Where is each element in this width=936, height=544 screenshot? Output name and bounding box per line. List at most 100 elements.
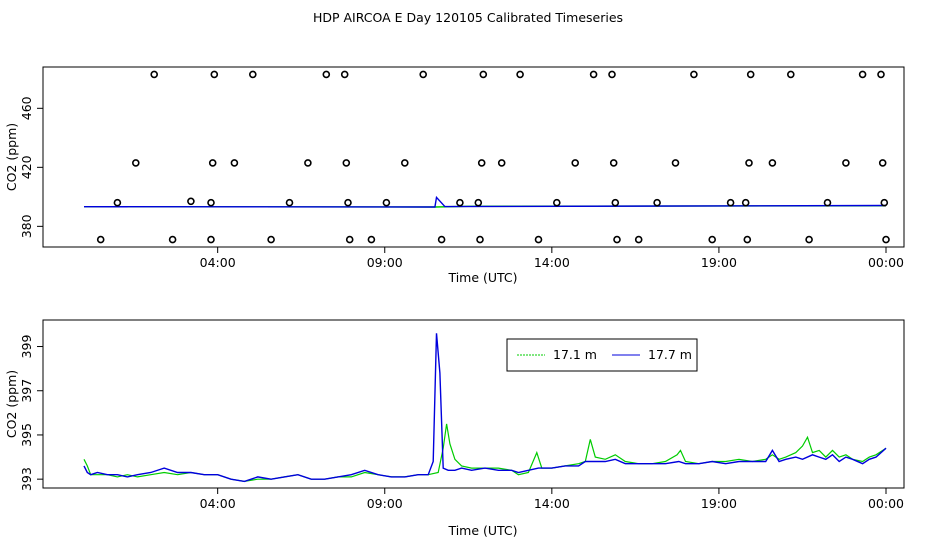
calibration-point-2 — [132, 159, 140, 167]
timeseries-x-tick-label-0: 04:00 — [200, 496, 236, 511]
calibration-point-21 — [382, 198, 391, 207]
calibration-point-8 — [208, 159, 217, 167]
calibration-point-6 — [207, 198, 215, 207]
calibration-y-axis-label: CO2 (ppm) — [4, 123, 19, 191]
calibration-point-3 — [150, 70, 158, 79]
calibration-y-axis: 380 420 460 — [19, 96, 43, 238]
calibration-plot-frame — [42, 66, 905, 248]
calibration-point-57 — [878, 159, 887, 167]
calibration-point-44 — [708, 235, 717, 244]
calibration-point-22 — [400, 159, 409, 167]
calibration-x-tick-label-4: 00:00 — [868, 255, 904, 270]
calibration-point-37 — [609, 159, 618, 167]
calibration-point-47 — [743, 235, 752, 244]
calibration-point-31 — [516, 70, 524, 79]
calibration-series-lines — [83, 195, 887, 208]
calibration-x-tick-label-1: 09:00 — [367, 255, 403, 270]
calibration-point-23 — [419, 70, 428, 79]
calibration-point-27 — [476, 235, 484, 244]
calibration-point-39 — [613, 235, 621, 244]
calibration-panel: 380 420 460 04:00 09:00 14:00 19:00 00:00 Time… — [4, 66, 905, 285]
timeseries-y-tick-label-0: 393 — [19, 467, 34, 491]
timeseries-y-axis: 393 395 397 399 — [19, 335, 43, 491]
calibration-series-line-1 — [83, 195, 887, 208]
calibration-x-axis-label: Time (UTC) — [447, 270, 517, 285]
calibration-point-17 — [342, 159, 351, 167]
calibration-point-41 — [653, 198, 661, 207]
timeseries-x-tick-label-3: 19:00 — [701, 496, 737, 511]
calibration-point-14 — [304, 159, 312, 167]
page-title: HDP AIRCOA E Day 120105 Calibrated Times… — [313, 10, 623, 25]
calibration-point-58 — [880, 198, 889, 207]
calibration-point-40 — [634, 235, 643, 244]
calibration-point-7 — [207, 235, 215, 244]
calibration-point-53 — [823, 198, 832, 207]
calibration-y-tick-label-1: 420 — [19, 155, 34, 179]
calibration-point-36 — [608, 70, 616, 79]
calibration-x-tick-label-0: 04:00 — [200, 255, 236, 270]
calibration-y-tick-label-0: 380 — [19, 214, 34, 238]
calibration-point-43 — [690, 70, 698, 79]
calibration-point-51 — [786, 70, 795, 79]
calibration-point-46 — [741, 198, 750, 207]
timeseries-x-tick-label-2: 14:00 — [534, 496, 570, 511]
calibration-point-5 — [187, 197, 195, 206]
timeseries-series-lines — [83, 333, 887, 483]
calibration-point-33 — [552, 198, 561, 207]
calibration-point-32 — [534, 235, 543, 244]
calibration-point-4 — [168, 235, 177, 244]
calibration-x-axis: 04:00 09:00 14:00 19:00 00:00 — [200, 247, 904, 270]
timeseries-x-tick-label-1: 09:00 — [367, 496, 403, 511]
calibration-point-35 — [589, 70, 598, 79]
legend-label-17-7m: 17.7 m — [648, 347, 692, 362]
calibration-point-16 — [340, 70, 349, 79]
calibration-point-24 — [437, 235, 446, 244]
timeseries-y-tick-label-3: 399 — [19, 335, 34, 359]
timeseries-plot-frame — [42, 319, 905, 489]
calibration-point-12 — [267, 235, 275, 244]
calibration-x-tick-label-2: 14:00 — [534, 255, 570, 270]
calibration-point-15 — [322, 70, 331, 79]
timeseries-x-axis: 04:00 09:00 14:00 19:00 00:00 — [200, 488, 904, 511]
calibration-point-56 — [877, 70, 885, 79]
calibration-point-52 — [805, 235, 813, 244]
calibration-point-50 — [768, 159, 777, 167]
calibration-point-26 — [474, 198, 483, 207]
calibration-y-tick-label-2: 460 — [19, 96, 34, 120]
timeseries-x-axis-label: Time (UTC) — [447, 523, 517, 538]
timeseries-line-17-1m — [83, 423, 887, 483]
timeseries-y-axis-label: CO2 (ppm) — [4, 370, 19, 438]
calibration-point-9 — [210, 70, 219, 79]
calibration-point-45 — [726, 198, 735, 207]
calibration-point-20 — [367, 235, 376, 244]
calibration-point-42 — [671, 159, 680, 167]
calibration-point-38 — [611, 198, 620, 207]
calibration-point-34 — [571, 159, 580, 167]
timeseries-panel: 393 395 397 399 04:00 09:00 14:00 19:00 00:00 T… — [4, 319, 905, 538]
calibration-point-0 — [96, 235, 105, 244]
legend: 17.1 m 17.7 m — [506, 338, 698, 372]
calibration-point-28 — [477, 159, 486, 167]
calibration-point-18 — [344, 198, 352, 207]
timeseries-y-tick-label-1: 395 — [19, 423, 34, 447]
timeseries-y-tick-label-2: 397 — [19, 379, 34, 403]
calibration-point-11 — [249, 70, 257, 79]
calibration-point-1 — [113, 198, 122, 207]
calibration-point-13 — [285, 198, 294, 207]
calibration-x-tick-label-3: 19:00 — [701, 255, 737, 270]
calibration-point-25 — [456, 198, 464, 207]
calibration-point-19 — [345, 235, 354, 244]
calibration-point-49 — [746, 70, 755, 79]
calibration-points — [96, 70, 890, 244]
calibration-point-30 — [497, 159, 506, 167]
calibration-point-10 — [230, 159, 239, 167]
legend-label-17-1m: 17.1 m — [553, 347, 597, 362]
calibration-point-55 — [858, 70, 867, 79]
timeseries-x-tick-label-4: 00:00 — [868, 496, 904, 511]
calibration-point-48 — [745, 159, 753, 167]
calibration-point-59 — [882, 235, 890, 244]
calibration-point-54 — [842, 159, 850, 167]
calibration-point-29 — [479, 70, 488, 79]
